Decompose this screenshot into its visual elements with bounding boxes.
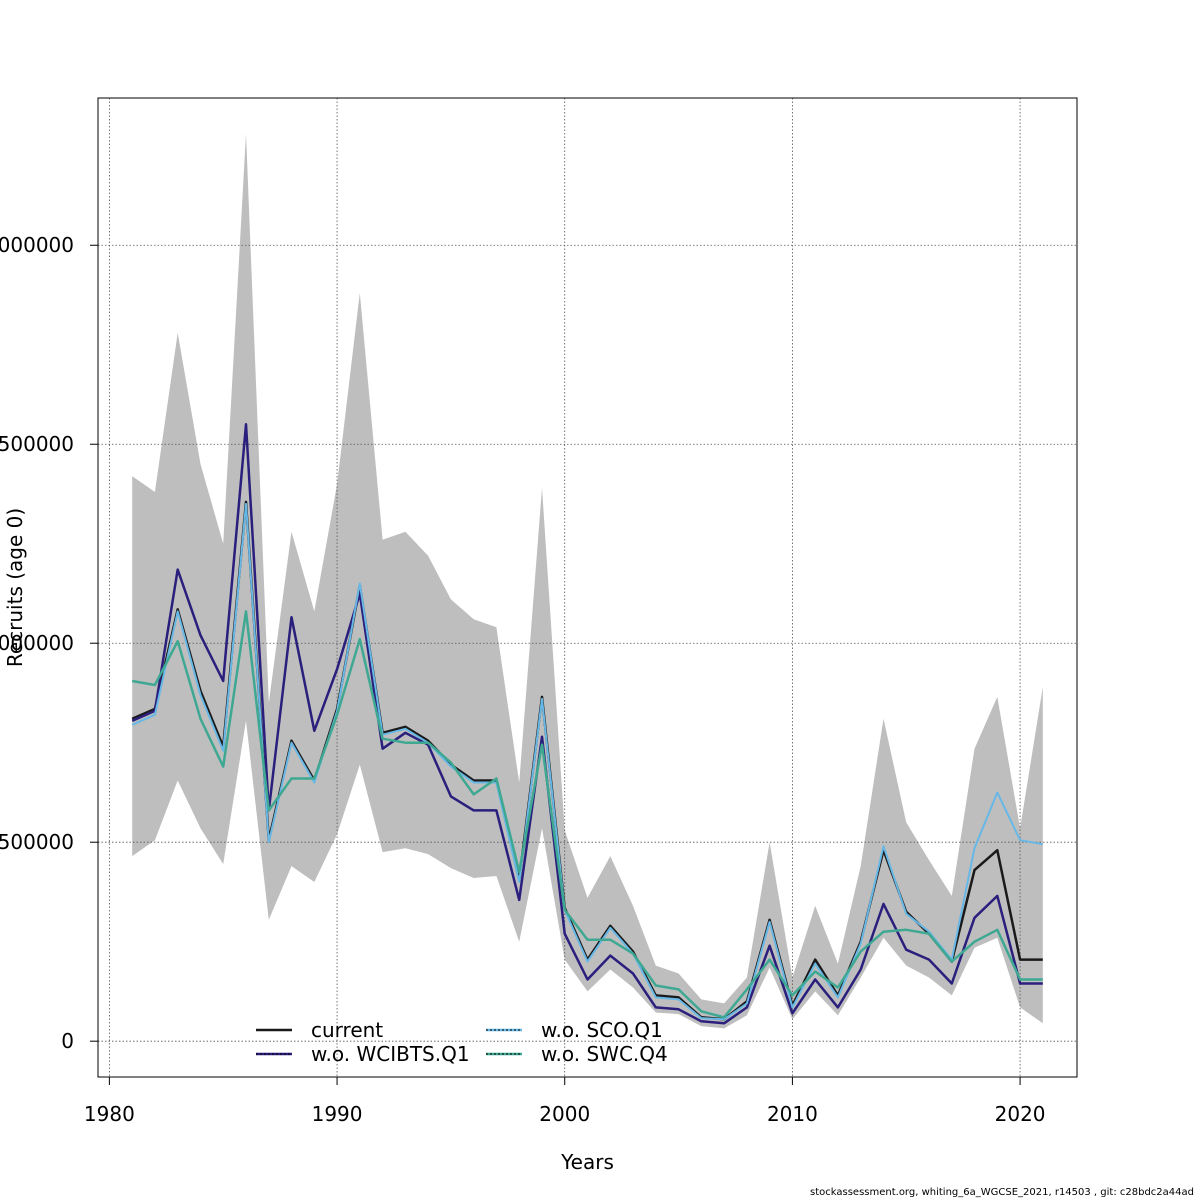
series-line-3 [131,610,1043,1019]
x-tick-label: 1990 [312,1102,363,1126]
series-layer [131,423,1043,1025]
x-axis-title: Years [560,1150,614,1174]
legend-label-1: w.o. WCIBTS.Q1 [311,1042,470,1066]
series-line-2 [131,502,1043,1021]
y-tick-label: 500000 [0,830,74,854]
plot-frame [97,97,1078,1078]
series-line-1 [131,423,1043,1025]
y-tick-label: 1500000 [0,432,74,456]
y-tick-label: 1000000 [0,631,74,655]
y-tick-label: 0 [61,1029,74,1053]
x-tick-label: 2000 [539,1102,590,1126]
confidence-band-layer [132,133,1043,1029]
x-tick-label: 2020 [995,1102,1046,1126]
x-tick-label: 2010 [767,1102,818,1126]
x-tick-label: 1980 [84,1102,135,1126]
legend-label-3: w.o. SWC.Q4 [541,1042,668,1066]
footer-credit: stockassessment.org, whiting_6a_WGCSE_20… [810,1187,1194,1198]
axis-layer: 1980 1990 2000 2010 2020 0 500000 1000000 150000… [0,233,1046,1126]
y-tick-label: 2000000 [0,233,74,257]
grid-layer [98,98,1077,1077]
y-axis-title: Recruits (age 0) [3,508,27,667]
confidence-band [132,133,1043,1029]
legend-label-2: w.o. SCO.Q1 [541,1018,663,1042]
legend-label-0: current [311,1018,383,1042]
